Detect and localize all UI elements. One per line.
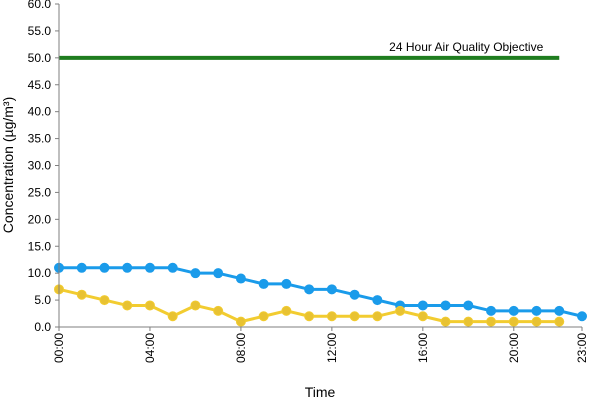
series-1-point xyxy=(76,262,87,273)
series-1-point xyxy=(508,305,519,316)
objective-reference-label: 24 Hour Air Quality Objective xyxy=(389,40,543,54)
series-1-point xyxy=(554,305,565,316)
series-1-point xyxy=(349,289,360,300)
y-tick-label: 55.0 xyxy=(28,24,52,38)
series-2-point xyxy=(463,316,474,327)
y-tick-label: 5.0 xyxy=(34,293,51,307)
series-2-point xyxy=(304,311,315,322)
y-tick-label: 0.0 xyxy=(34,320,51,334)
series-2-point xyxy=(372,311,383,322)
series-1-point xyxy=(99,262,110,273)
y-tick-label: 50.0 xyxy=(28,51,52,65)
series-1-point xyxy=(258,278,269,289)
series-2-point xyxy=(190,300,201,311)
series-1-point xyxy=(144,262,155,273)
series-1-point xyxy=(463,300,474,311)
series-1-point xyxy=(486,305,497,316)
series-1-point xyxy=(235,273,246,284)
series-2-point xyxy=(258,311,269,322)
series-1-point xyxy=(190,268,201,279)
x-axis-ticks: 00:00 04:00 08:00 12:00 16:00 20:00 23:00 xyxy=(52,327,589,363)
series-2-point xyxy=(326,311,337,322)
series-1-point xyxy=(304,284,315,295)
series-1-point xyxy=(417,300,428,311)
series-1-line xyxy=(57,266,584,318)
y-tick-label: 20.0 xyxy=(28,212,52,226)
y-tick-label: 60.0 xyxy=(28,0,52,11)
series-2-point xyxy=(508,316,519,327)
series-1-point xyxy=(531,305,542,316)
series-2-point xyxy=(76,289,87,300)
y-tick-label: 45.0 xyxy=(28,78,52,92)
series-2-point xyxy=(122,300,133,311)
series-1-point xyxy=(281,278,292,289)
y-axis-ticks: 0.0 5.0 10.0 15.0 20.0 25.0 30.0 35.0 40.0 45.0 50… xyxy=(28,0,59,334)
y-tick-label: 30.0 xyxy=(28,159,52,173)
series-2-point xyxy=(531,316,542,327)
series-1-point xyxy=(167,262,178,273)
series-2 xyxy=(54,284,565,327)
x-tick-label: 20:00 xyxy=(507,333,521,363)
y-tick-label: 40.0 xyxy=(28,105,52,119)
y-tick-label: 15.0 xyxy=(28,239,52,253)
x-axis-title: Time xyxy=(305,384,336,400)
series-1-point xyxy=(577,311,587,322)
y-tick-label: 10.0 xyxy=(28,266,52,280)
series-2-point xyxy=(417,311,428,322)
x-tick-label: 00:00 xyxy=(52,333,66,363)
series-1-point xyxy=(372,295,383,306)
series-2-point xyxy=(281,305,292,316)
series-1-point xyxy=(440,300,451,311)
x-tick-label: 12:00 xyxy=(325,333,339,363)
series-1-point xyxy=(122,262,133,273)
y-tick-label: 25.0 xyxy=(28,185,52,199)
reference-line-layer: 24 Hour Air Quality Objective xyxy=(59,40,560,60)
series-2-point xyxy=(167,311,178,322)
series-2-point xyxy=(395,305,406,316)
series-layer xyxy=(54,262,587,327)
series-2-point xyxy=(144,300,155,311)
x-tick-label: 16:00 xyxy=(416,333,430,363)
y-axis-title: Concentration (µg/m³) xyxy=(0,97,16,233)
x-tick-label: 08:00 xyxy=(234,333,248,363)
series-1-point xyxy=(213,268,224,279)
series-1-point xyxy=(326,284,337,295)
series-2-point xyxy=(486,316,497,327)
series-2-point xyxy=(213,305,224,316)
series-2-point xyxy=(554,316,565,327)
x-tick-label: 04:00 xyxy=(143,333,157,363)
y-tick-label: 35.0 xyxy=(28,132,52,146)
series-2-point xyxy=(99,295,110,306)
series-2-point xyxy=(440,316,451,327)
x-tick-label: 23:00 xyxy=(575,333,589,363)
series-2-point xyxy=(349,311,360,322)
series-1 xyxy=(54,262,587,322)
series-2-point xyxy=(235,316,246,327)
